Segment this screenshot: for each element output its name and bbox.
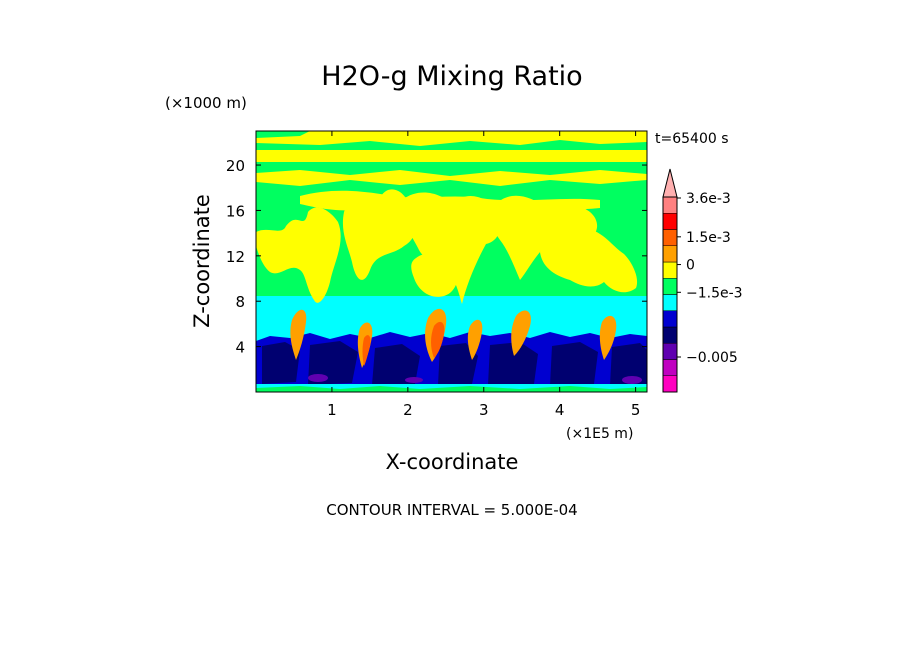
colorbar-swatch (662, 343, 678, 360)
zone-navy-2 (308, 341, 358, 385)
zone-purple-3 (622, 376, 642, 384)
zone-navy-4 (438, 343, 478, 385)
x-tick-label: 2 (403, 401, 413, 419)
ground-green (256, 386, 647, 392)
colorbar-swatch (662, 359, 678, 376)
plume-4 (491, 195, 598, 280)
x-axis-ticks: 1 2 3 4 5 (327, 131, 640, 419)
colorbar-arrow (662, 168, 678, 198)
upper-band-3 (256, 170, 647, 186)
colorbar-label: −0.005 (686, 350, 738, 366)
upper-band-4 (300, 190, 600, 212)
upper-band-2 (256, 131, 647, 146)
colorbar-swatch (662, 326, 678, 344)
upper-band-1 (256, 150, 647, 162)
y-unit-label: (×1000 m) (165, 94, 247, 112)
zone-navy-1 (262, 342, 300, 384)
y-tick-label: 12 (226, 248, 245, 266)
zone-purple-2 (405, 377, 423, 383)
streak-red-1 (362, 335, 371, 366)
colorbar-swatch (662, 375, 678, 393)
time-label: t=65400 s (655, 131, 729, 147)
y-tick-label: 4 (235, 339, 245, 357)
streak-4 (467, 319, 483, 360)
colorbar-swatch (662, 213, 678, 230)
colorbar-frame (662, 196, 678, 393)
x-tick-label: 5 (631, 401, 641, 419)
colorbar-swatch (662, 310, 678, 328)
x-tick-label: 3 (479, 401, 489, 419)
plume-6 (411, 253, 459, 297)
streak-red-2 (431, 321, 445, 358)
streak-1 (290, 309, 307, 360)
zone-navy-7 (610, 343, 647, 385)
colorbar-swatch (662, 229, 678, 246)
y-tick-label: 20 (226, 157, 245, 175)
plume-1 (256, 207, 341, 303)
zone-navy-5 (488, 342, 538, 385)
colorbar: 3.6e-3 1.5e-3 0 −1.5e-3 −0.005 (662, 168, 743, 393)
colorbar-label: −1.5e-3 (686, 285, 743, 301)
streak-5 (511, 310, 531, 356)
colorbar-swatch (662, 245, 678, 263)
plume-3 (401, 192, 501, 304)
y-tick-label: 16 (226, 202, 245, 220)
colorbar-swatch (662, 261, 678, 279)
streak-6 (599, 315, 617, 360)
contour-interval-label: CONTOUR INTERVAL = 5.000E-04 (326, 501, 577, 519)
x-unit-label: (×1E5 m) (566, 426, 633, 442)
y-axis-label: Z-coordinate (190, 194, 214, 328)
zone-navy-6 (550, 342, 598, 385)
x-tick-label: 4 (555, 401, 565, 419)
y-tick-label: 8 (235, 293, 245, 311)
plume-5 (540, 226, 638, 293)
zone-cyan (256, 296, 647, 341)
chart-title: H2O-g Mixing Ratio (321, 61, 582, 92)
x-axis-label: X-coordinate (386, 450, 519, 474)
plume-2 (342, 189, 417, 280)
y-axis-ticks: 4 8 12 16 20 (226, 157, 647, 357)
zone-purple-1 (308, 374, 328, 382)
plot-frame (255, 130, 648, 393)
colorbar-swatch (662, 278, 678, 295)
colorbar-label: 0 (686, 258, 695, 274)
contour-field (256, 131, 647, 392)
x-tick-label: 1 (327, 401, 337, 419)
colorbar-swatch (662, 294, 678, 311)
colorbar-label: 3.6e-3 (686, 191, 731, 207)
colorbar-label: 1.5e-3 (686, 230, 731, 246)
zone-navy-3 (372, 344, 420, 385)
colorbar-swatch (662, 196, 678, 214)
